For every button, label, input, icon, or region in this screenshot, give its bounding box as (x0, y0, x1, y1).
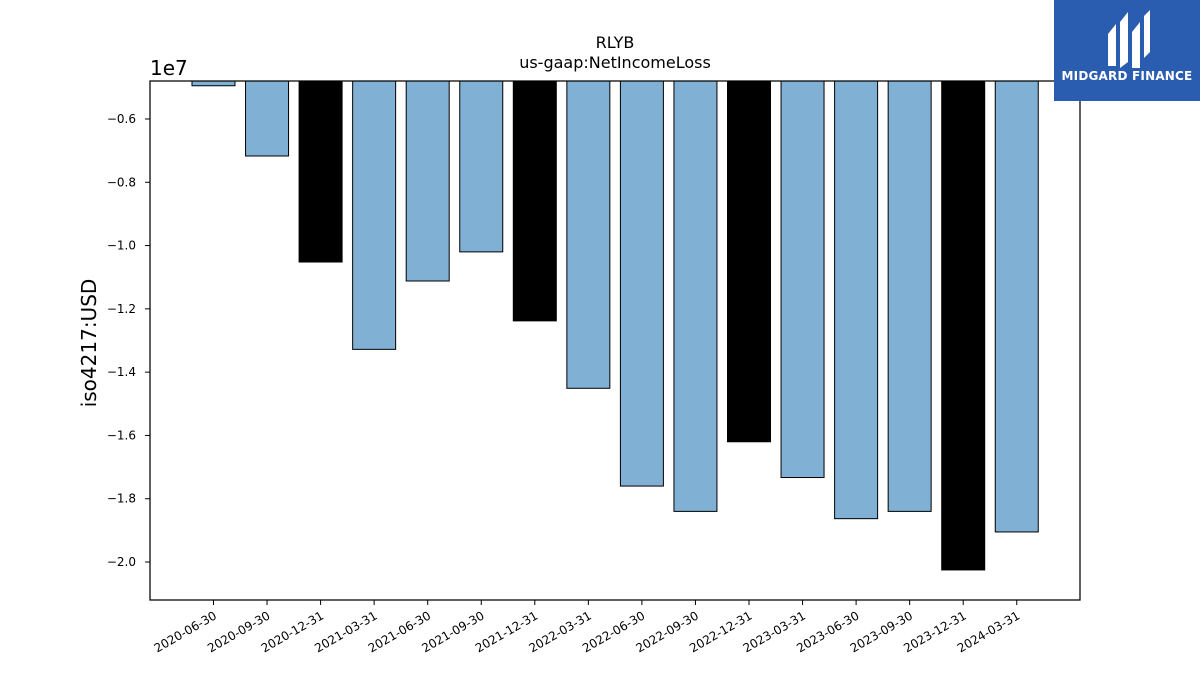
y-tick-label: −2.0 (107, 555, 136, 569)
bar-2020-09-30 (245, 80, 290, 157)
y-tick-label: −1.0 (107, 239, 136, 253)
midgard-logo-icon (1108, 10, 1150, 68)
bar-2024-03-31 (994, 80, 1039, 533)
y-tick-label: −0.6 (107, 112, 136, 126)
plot-frame (149, 80, 1081, 601)
bar-2023-06-30 (834, 80, 879, 520)
y-tick-label: −1.2 (107, 302, 136, 316)
bar-2022-06-30 (619, 80, 664, 487)
bars-group (191, 80, 1039, 571)
brand-name: MIDGARD FINANCE (1061, 69, 1193, 83)
bar-2021-03-31 (352, 80, 397, 350)
y-axis: −0.6 −0.8 −1.0 −1.2 −1.4 −1.6 −1.8 −2.0 (107, 112, 150, 569)
bar-2022-03-31 (566, 80, 611, 389)
bar-2020-12-31 (298, 80, 343, 263)
y-tick-label: −1.4 (107, 365, 136, 379)
chart-subtitle: us-gaap:NetIncomeLoss (519, 53, 711, 72)
chart-title: RLYB (596, 33, 635, 52)
y-tick-label: −0.8 (107, 175, 136, 189)
y-tick-label: −1.8 (107, 492, 136, 506)
y-axis-label: iso4217:USD (77, 279, 101, 408)
bar-2020-06-30 (191, 80, 236, 87)
x-axis: 2020-06-302020-09-302020-12-312021-03-31… (152, 600, 1022, 655)
bar-2023-03-31 (780, 80, 825, 479)
bar-2022-09-30 (673, 80, 718, 512)
brand-logo: MIDGARD FINANCE (1054, 0, 1200, 101)
bar-2021-09-30 (459, 80, 504, 253)
y-tick-label: −1.6 (107, 428, 136, 442)
bar-2023-09-30 (887, 80, 932, 512)
bar-2022-12-31 (727, 80, 771, 443)
bar-2023-12-31 (941, 80, 986, 571)
bar-2021-12-31 (512, 80, 557, 322)
y-offset-label: 1e7 (150, 56, 188, 80)
bar-2021-06-30 (405, 80, 450, 282)
